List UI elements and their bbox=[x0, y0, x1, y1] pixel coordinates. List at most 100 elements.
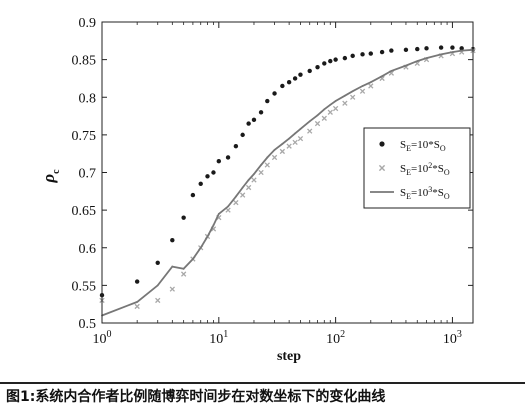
data-point bbox=[415, 46, 420, 52]
data-point bbox=[211, 170, 216, 175]
data-point bbox=[460, 49, 463, 52]
data-point bbox=[403, 47, 409, 53]
y-tick-label: 0.55 bbox=[72, 279, 97, 294]
y-tick-label: 0.7 bbox=[79, 167, 97, 182]
y-tick-label: 0.9 bbox=[79, 16, 97, 31]
data-point bbox=[334, 100, 337, 102]
data-point bbox=[170, 238, 175, 243]
data-point bbox=[258, 169, 264, 176]
data-point bbox=[314, 120, 321, 127]
data-point bbox=[438, 45, 444, 50]
data-point bbox=[390, 70, 393, 72]
data-point bbox=[156, 284, 159, 287]
data-point bbox=[297, 135, 304, 142]
data-point bbox=[440, 53, 443, 56]
x-tick-label: 100 bbox=[93, 329, 112, 347]
y-tick-label: 0.6 bbox=[79, 242, 97, 257]
data-point bbox=[299, 127, 302, 130]
legend-label: SE=10*SO bbox=[400, 139, 446, 153]
data-point bbox=[286, 80, 292, 85]
data-point bbox=[212, 224, 215, 227]
data-point bbox=[381, 75, 384, 78]
data-point bbox=[316, 114, 319, 117]
y-axis: 0.5 0.55 0.6 0.65 0.7 0.75 0.8 0.85 0.9 bbox=[72, 16, 473, 332]
series-1 bbox=[99, 45, 476, 298]
data-point bbox=[258, 110, 264, 115]
legend-label: SE=102*SO bbox=[400, 161, 450, 177]
data-point bbox=[451, 51, 454, 53]
data-point bbox=[279, 148, 286, 155]
data-point bbox=[368, 83, 374, 89]
data-point bbox=[328, 58, 333, 64]
data-point bbox=[205, 174, 210, 179]
data-point bbox=[350, 94, 356, 100]
data-point bbox=[298, 72, 303, 77]
data-point bbox=[389, 48, 394, 53]
series-3-line bbox=[101, 48, 474, 317]
y-tick-label: 0.5 bbox=[79, 317, 97, 332]
data-point bbox=[191, 258, 194, 260]
data-point bbox=[308, 120, 311, 123]
data-point bbox=[240, 132, 245, 138]
data-point bbox=[246, 121, 251, 126]
data-point bbox=[198, 181, 203, 186]
data-point bbox=[134, 279, 140, 284]
data-point bbox=[368, 51, 373, 56]
x-tick-label: 102 bbox=[326, 329, 345, 347]
legend-label: SE=103*SO bbox=[400, 185, 450, 201]
data-point bbox=[239, 192, 246, 198]
data-point bbox=[286, 143, 292, 149]
data-point bbox=[424, 46, 429, 51]
data-point bbox=[241, 186, 244, 189]
data-point bbox=[171, 265, 174, 268]
data-point bbox=[136, 301, 139, 303]
data-point bbox=[333, 57, 338, 62]
data-point bbox=[199, 246, 202, 249]
data-point bbox=[351, 90, 354, 93]
data-point bbox=[360, 52, 365, 57]
plot-area bbox=[99, 45, 476, 317]
data-point bbox=[405, 64, 407, 67]
data-point bbox=[245, 184, 252, 191]
data-point bbox=[217, 212, 220, 215]
data-point bbox=[359, 88, 366, 94]
data-point bbox=[416, 60, 419, 63]
data-point bbox=[322, 61, 327, 66]
data-point bbox=[379, 49, 385, 55]
data-point bbox=[342, 100, 348, 106]
data-point bbox=[292, 76, 298, 81]
data-point bbox=[253, 173, 255, 175]
y-axis-label: ρc bbox=[39, 169, 62, 184]
data-point bbox=[329, 103, 332, 106]
data-point bbox=[271, 154, 278, 161]
data-point bbox=[234, 195, 237, 198]
data-point bbox=[327, 109, 333, 115]
y-tick-label: 0.85 bbox=[72, 54, 97, 69]
data-point bbox=[265, 98, 270, 104]
data-point bbox=[233, 143, 239, 149]
data-point bbox=[307, 128, 313, 134]
data-point bbox=[247, 179, 250, 181]
data-point bbox=[251, 117, 257, 123]
data-point bbox=[155, 260, 160, 265]
data-point bbox=[292, 139, 298, 146]
x-tick-label: 103 bbox=[443, 329, 462, 347]
data-point bbox=[260, 164, 262, 166]
data-point bbox=[233, 199, 239, 206]
data-point bbox=[190, 192, 196, 198]
data-point bbox=[288, 137, 291, 140]
data-point bbox=[181, 215, 186, 220]
data-point bbox=[251, 177, 257, 183]
x-axis-label: step bbox=[277, 349, 301, 364]
x-axis: 100 101 102 103 bbox=[93, 22, 462, 347]
data-point bbox=[450, 45, 455, 50]
data-point bbox=[155, 297, 161, 304]
data-point bbox=[343, 94, 346, 97]
data-point bbox=[459, 46, 464, 51]
y-tick-label: 0.65 bbox=[72, 204, 97, 219]
data-point bbox=[342, 55, 348, 61]
data-point bbox=[315, 64, 320, 70]
data-point bbox=[273, 149, 276, 151]
data-point bbox=[216, 159, 222, 164]
